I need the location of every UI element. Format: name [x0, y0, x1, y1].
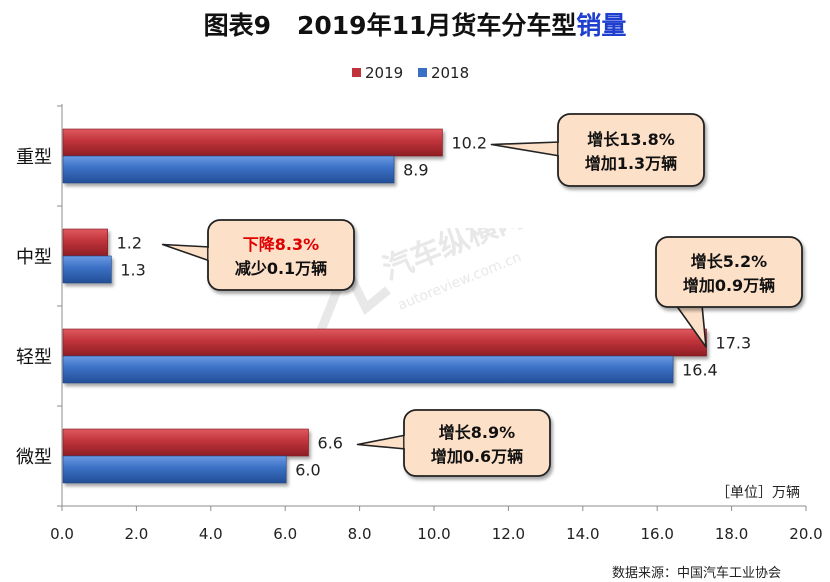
x-tick-label: 0.0	[50, 525, 74, 543]
callout-seam	[404, 436, 408, 448]
bar-2018	[62, 355, 674, 384]
bar-2018	[62, 255, 112, 284]
title-main: 2019年11月货车分车型	[297, 11, 577, 40]
callout-line2: 增加1.3万辆	[585, 154, 677, 173]
watermark: 汽车纵横网 autoreview.com.cn	[313, 228, 530, 340]
callout-中型: 下降8.3% 减少0.1万辆	[161, 219, 355, 291]
x-tick-label: 2.0	[124, 525, 148, 543]
x-tick-label: 6.0	[273, 525, 297, 543]
legend-swatch-2019	[352, 68, 361, 77]
callout-微型: 增长8.9% 增加0.6万辆	[356, 409, 551, 477]
callout-box	[403, 409, 551, 477]
legend-item-2019: 2019	[352, 64, 403, 82]
bar-2019	[62, 228, 108, 257]
data-label-2019: 6.6	[318, 434, 343, 453]
x-tick-label: 14.0	[566, 525, 599, 543]
x-tick-label: 20.0	[789, 525, 822, 543]
callout-seam	[677, 303, 701, 306]
callout-box	[655, 236, 803, 308]
callout-line2: 减少0.1万辆	[235, 259, 327, 278]
data-label-2018: 1.3	[120, 261, 145, 280]
legend-label-2018: 2018	[430, 64, 470, 82]
callout-line1: 下降8.3%	[243, 235, 319, 254]
callout-seam	[208, 248, 212, 260]
x-tick-label: 10.0	[417, 525, 450, 543]
bar-2018	[62, 155, 395, 184]
callout-tail	[490, 141, 561, 157]
data-label-2019: 17.3	[716, 334, 752, 353]
x-tick-label: 4.0	[199, 525, 223, 543]
legend: 2019 2018	[352, 64, 479, 82]
bar-2019	[62, 328, 707, 357]
bar-2018	[62, 455, 287, 484]
category-label: 微型	[16, 447, 52, 468]
category-label: 重型	[16, 147, 52, 168]
callout-box	[207, 219, 355, 291]
watermark-logo-icon	[313, 257, 391, 340]
bars: 10.2 8.9 1.2 1.3 17.3 16.4 6.6 6.0	[62, 128, 752, 484]
data-label-2018: 16.4	[682, 361, 718, 380]
x-tick-label: 12.0	[492, 525, 525, 543]
callout-seam	[558, 143, 562, 155]
callout-line2: 增加0.9万辆	[683, 276, 775, 295]
chart-title: 图表9 2019年11月货车分车型销量	[0, 6, 830, 42]
data-label-2018: 8.9	[403, 161, 428, 180]
category-label: 中型	[16, 247, 52, 268]
data-label-2019: 1.2	[117, 234, 142, 253]
source-note: 数据来源：中国汽车工业协会	[612, 566, 782, 581]
legend-item-2018: 2018	[417, 64, 470, 82]
callout-重型: 增长13.8% 增加1.3万辆	[490, 113, 705, 187]
legend-label-2019: 2019	[365, 64, 404, 82]
callout-box	[557, 113, 705, 187]
callout-tail	[161, 243, 211, 262]
x-tick-label: 18.0	[715, 525, 748, 543]
callout-line1: 增长8.9%	[439, 423, 515, 442]
callout-line2: 增加0.6万辆	[431, 447, 523, 466]
axes: 0.0 2.0 4.0 6.0 8.0 10.0 12.0 14.0 16.0 18.0 20.0 重…	[16, 104, 823, 543]
callout-line1: 增长5.2%	[691, 252, 767, 271]
title-highlight: 销量	[576, 11, 627, 40]
x-tick-label: 8.0	[348, 525, 372, 543]
x-tick-label: 16.0	[640, 525, 673, 543]
bar-2019	[62, 128, 443, 157]
callout-tail	[356, 434, 407, 450]
data-label-2018: 6.0	[295, 461, 320, 480]
figure-number: 图表9	[203, 11, 271, 40]
callout-line1: 增长13.8%	[587, 130, 675, 149]
unit-label: ［单位］万辆	[716, 485, 800, 501]
bar-2019	[62, 428, 309, 457]
data-label-2019: 10.2	[451, 134, 487, 153]
callout-轻型: 增长5.2% 增加0.9万辆	[655, 236, 803, 348]
category-label: 轻型	[16, 347, 52, 368]
legend-swatch-2018	[417, 68, 427, 77]
